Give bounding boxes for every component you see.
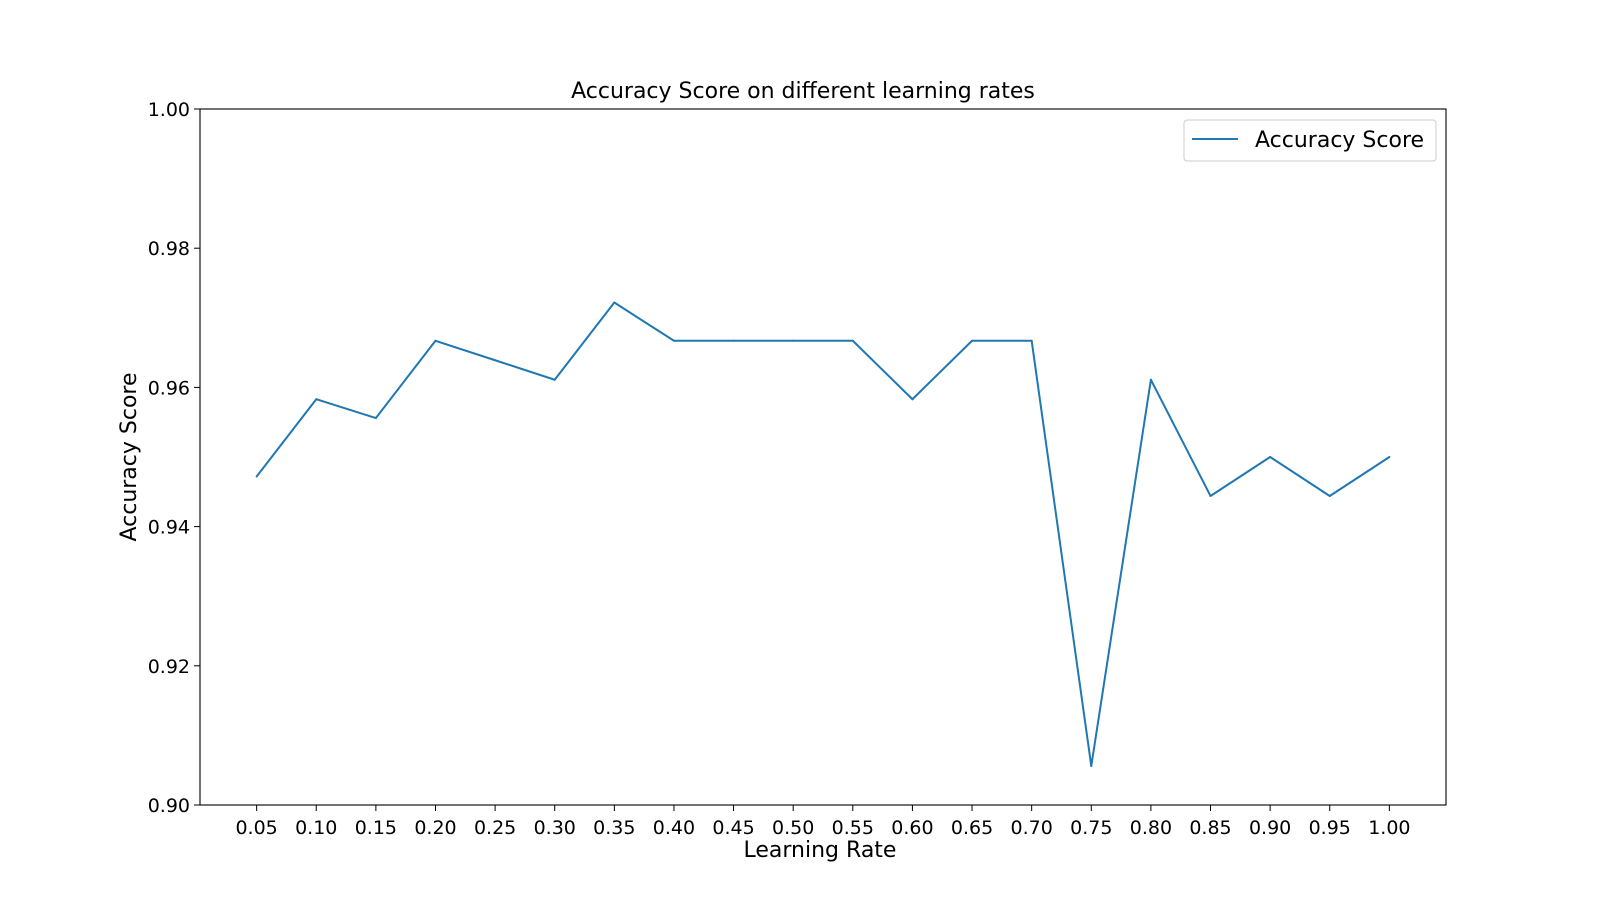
x-tick-label: 0.20 — [414, 817, 456, 839]
y-axis-label: Accuracy Score — [117, 372, 142, 541]
data-point — [1388, 456, 1391, 458]
x-tick-label: 0.50 — [772, 817, 814, 839]
data-point — [1149, 378, 1152, 381]
data-point — [851, 339, 854, 342]
x-tick-label: 0.45 — [712, 817, 754, 839]
x-tick-label: 0.05 — [235, 817, 277, 839]
data-point — [672, 339, 675, 342]
x-axis-label: Learning Rate — [744, 838, 897, 863]
data-point — [1328, 494, 1331, 497]
data-point — [732, 339, 735, 342]
chart-title: Accuracy Score on different learning rat… — [571, 79, 1035, 104]
data-point — [1209, 494, 1212, 497]
x-tick-label: 0.25 — [474, 817, 516, 839]
x-tick-label: 0.35 — [593, 817, 635, 839]
x-tick-label: 0.55 — [832, 817, 874, 839]
series-layer — [255, 301, 1391, 768]
plot-frame — [199, 108, 1447, 806]
data-point — [315, 398, 318, 401]
data-point — [613, 301, 616, 304]
x-tick-label: 0.40 — [653, 817, 695, 839]
x-tick-label: 0.75 — [1070, 817, 1112, 839]
plot-area: 0.90 0.92 0.94 0.96 0.98 1.00 0.05 0.10 0.15 0.2… — [148, 99, 1447, 839]
x-tick-label: 0.10 — [295, 817, 337, 839]
x-tick-label: 0.15 — [355, 817, 397, 839]
data-point — [553, 378, 556, 381]
x-tick-label: 0.80 — [1130, 817, 1172, 839]
y-tick-label: 0.98 — [148, 238, 190, 260]
x-axis: 0.05 0.10 0.15 0.20 0.25 0.30 0.35 0.40 0.45 0.50… — [235, 805, 1411, 839]
legend: Accuracy Score — [1183, 119, 1437, 162]
x-tick-label: 1.00 — [1368, 817, 1410, 839]
y-tick-label: 0.94 — [148, 517, 190, 539]
data-point — [1090, 765, 1093, 768]
y-tick-label: 0.90 — [148, 795, 190, 817]
data-point — [971, 339, 974, 342]
legend-frame — [1183, 119, 1437, 162]
data-point — [494, 359, 497, 362]
x-tick-label: 0.85 — [1189, 817, 1231, 839]
x-tick-label: 0.70 — [1011, 817, 1053, 839]
y-tick-label: 0.96 — [148, 377, 190, 399]
y-tick-label: 1.00 — [148, 99, 190, 121]
data-point — [1030, 339, 1033, 342]
data-point — [255, 475, 258, 478]
y-axis: 0.90 0.92 0.94 0.96 0.98 1.00 — [148, 99, 200, 817]
x-tick-label: 0.60 — [891, 817, 933, 839]
x-tick-label: 0.90 — [1249, 817, 1291, 839]
series-line-accuracy-score — [255, 301, 1390, 768]
data-point — [374, 417, 377, 420]
data-point — [792, 339, 795, 342]
y-tick-label: 0.92 — [148, 656, 190, 678]
data-point — [911, 398, 914, 401]
x-tick-label: 0.30 — [534, 817, 576, 839]
x-tick-label: 0.95 — [1309, 817, 1351, 839]
data-point — [434, 339, 437, 342]
x-tick-label: 0.65 — [951, 817, 993, 839]
data-point — [1269, 456, 1272, 458]
legend-label-accuracy-score: Accuracy Score — [1255, 128, 1424, 153]
